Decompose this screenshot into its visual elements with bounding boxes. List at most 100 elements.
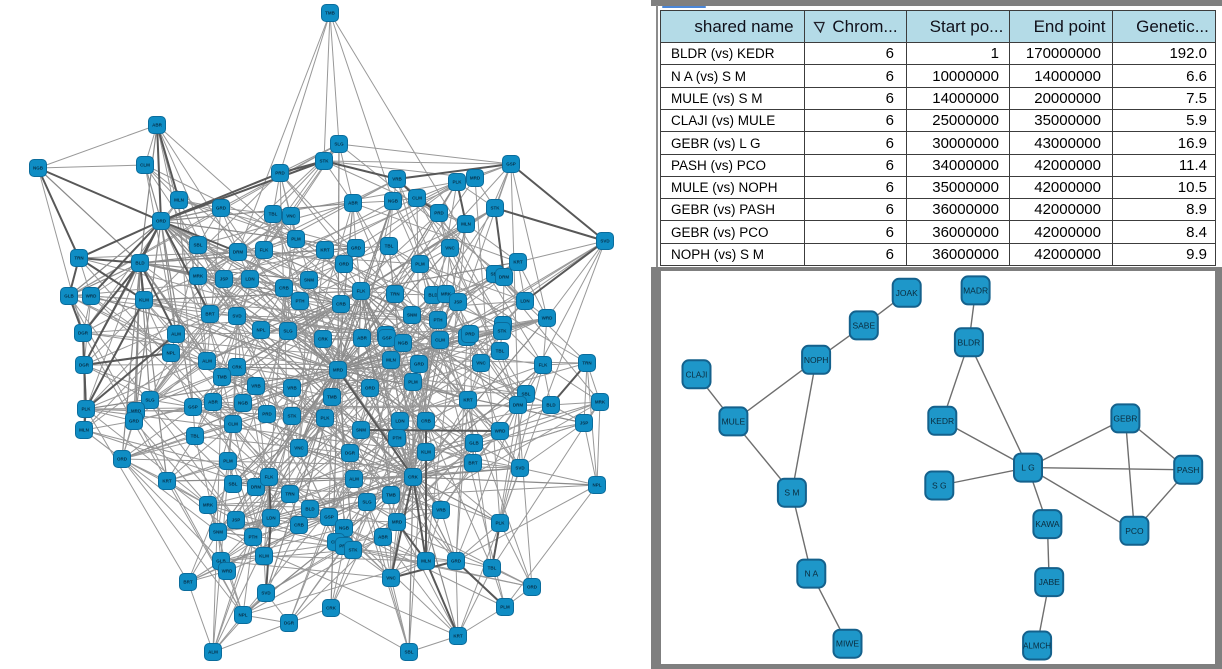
svg-text:BRT: BRT (205, 312, 214, 317)
svg-text:JSP: JSP (232, 518, 241, 523)
svg-text:FLK: FLK (260, 248, 269, 253)
svg-text:LDN: LDN (245, 277, 254, 282)
svg-text:S M: S M (784, 488, 799, 498)
svg-text:TBL: TBL (191, 434, 200, 439)
svg-text:BLD: BLD (135, 261, 145, 266)
svg-text:SNM: SNM (407, 313, 417, 318)
svg-text:ORD: ORD (365, 386, 376, 391)
svg-text:GLB: GLB (216, 559, 226, 564)
svg-text:TRN: TRN (285, 492, 294, 497)
svg-text:VNC: VNC (386, 576, 396, 581)
svg-text:SBL: SBL (229, 482, 238, 487)
svg-text:PTH: PTH (296, 299, 305, 304)
svg-text:MRK: MRK (193, 274, 204, 279)
svg-text:ABR: ABR (208, 400, 218, 405)
svg-text:NGB: NGB (388, 199, 399, 204)
svg-text:TBL: TBL (496, 349, 505, 354)
svg-text:DRM: DRM (499, 275, 509, 280)
svg-text:MLN: MLN (421, 559, 431, 564)
svg-text:NPL: NPL (593, 483, 602, 488)
svg-text:SABE: SABE (852, 320, 875, 330)
svg-text:TMB: TMB (386, 493, 396, 498)
svg-text:TBL: TBL (269, 212, 278, 217)
svg-text:NGB: NGB (238, 401, 249, 406)
svg-text:NPL: NPL (239, 613, 248, 618)
svg-text:PLK: PLK (82, 407, 92, 412)
svg-text:KRT: KRT (162, 479, 171, 484)
svg-text:FLK: FLK (357, 289, 366, 294)
svg-text:PTH: PTH (393, 436, 402, 441)
svg-text:WRD: WRD (86, 294, 97, 299)
svg-text:KLM: KLM (139, 298, 149, 303)
svg-text:PLM: PLM (415, 262, 425, 267)
svg-text:VNC: VNC (286, 214, 296, 219)
svg-text:JOAK: JOAK (896, 288, 919, 298)
svg-text:CLAJI: CLAJI (686, 370, 708, 379)
svg-text:PRD: PRD (465, 332, 475, 337)
svg-text:GRD: GRD (351, 246, 362, 251)
svg-text:SBL: SBL (194, 243, 203, 248)
svg-text:GLB: GLB (469, 441, 479, 446)
svg-text:MADR: MADR (963, 285, 988, 295)
svg-text:PLM: PLM (408, 380, 418, 385)
svg-text:BLD: BLD (546, 403, 556, 408)
svg-text:VNC: VNC (294, 446, 304, 451)
svg-text:LDN: LDN (266, 516, 275, 521)
svg-text:CLM: CLM (228, 422, 238, 427)
svg-text:BLD: BLD (428, 293, 438, 298)
svg-text:LDN: LDN (395, 419, 404, 424)
svg-text:VRB: VRB (436, 508, 446, 513)
svg-text:NPL: NPL (257, 328, 266, 333)
svg-text:GEBR: GEBR (1113, 413, 1137, 423)
svg-text:FLK: FLK (539, 363, 548, 368)
svg-text:DGR: DGR (284, 621, 295, 626)
svg-text:FLK: FLK (265, 475, 274, 480)
svg-text:PLM: PLM (291, 237, 301, 242)
svg-text:ORD: ORD (527, 585, 538, 590)
svg-text:SLG: SLG (334, 142, 344, 147)
svg-text:NGB: NGB (33, 166, 44, 171)
svg-text:SLG: SLG (362, 500, 372, 505)
svg-text:SLG: SLG (283, 329, 293, 334)
svg-text:TRN: TRN (582, 361, 591, 366)
svg-text:PCO: PCO (1125, 526, 1144, 536)
svg-text:ORD: ORD (117, 457, 128, 462)
svg-text:GRD: GRD (129, 419, 140, 424)
svg-text:SVD: SVD (600, 239, 610, 244)
svg-text:NOPH: NOPH (804, 355, 829, 365)
svg-text:MLN: MLN (386, 358, 396, 363)
svg-text:SBL: SBL (522, 392, 531, 397)
svg-text:PLK: PLK (496, 521, 506, 526)
svg-text:KRT: KRT (320, 248, 329, 253)
svg-text:SBL: SBL (405, 650, 414, 655)
svg-text:GRD: GRD (216, 206, 227, 211)
svg-text:MRD: MRD (131, 409, 142, 414)
svg-text:ALM: ALM (202, 359, 212, 364)
svg-text:PTH: PTH (434, 318, 443, 323)
svg-text:ABR: ABR (348, 201, 358, 206)
svg-text:STK: STK (320, 159, 330, 164)
svg-text:CRB: CRB (279, 286, 289, 291)
svg-text:LDN: LDN (520, 299, 529, 304)
svg-text:TMB: TMB (327, 395, 337, 400)
svg-text:ALM: ALM (208, 650, 218, 655)
svg-text:CRB: CRB (336, 302, 346, 307)
svg-text:NGB: NGB (339, 526, 350, 531)
svg-text:MRK: MRK (441, 292, 452, 297)
svg-text:CLM: CLM (140, 163, 150, 168)
svg-text:CLM: CLM (435, 338, 445, 343)
svg-text:CRK: CRK (408, 475, 418, 480)
svg-text:DGR: DGR (78, 331, 89, 336)
svg-text:SVD: SVD (261, 591, 271, 596)
svg-text:L G: L G (1021, 463, 1034, 473)
svg-text:TRN: TRN (74, 256, 83, 261)
svg-text:CRB: CRB (421, 419, 431, 424)
svg-text:CRK: CRK (326, 606, 336, 611)
svg-text:BLDR: BLDR (958, 337, 981, 347)
svg-text:S G: S G (932, 481, 947, 491)
svg-text:JSP: JSP (454, 300, 463, 305)
svg-text:KRT: KRT (513, 260, 522, 265)
svg-text:ORD: ORD (156, 219, 167, 224)
svg-text:CRK: CRK (232, 365, 242, 370)
svg-text:PASH: PASH (1177, 465, 1200, 475)
